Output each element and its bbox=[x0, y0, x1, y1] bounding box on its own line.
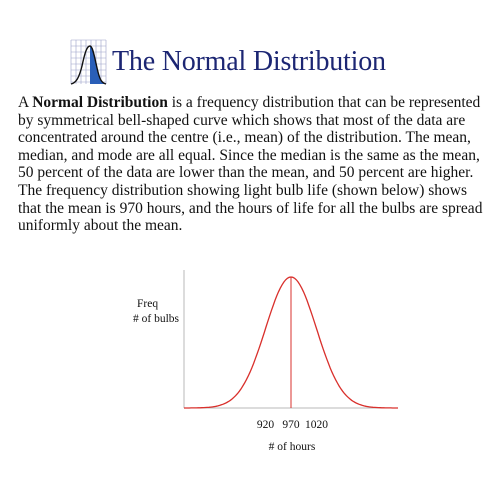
page-title: The Normal Distribution bbox=[112, 46, 386, 77]
definition-paragraph: A Normal Distribution is a frequency dis… bbox=[18, 94, 486, 235]
y-axis-label-line1: Freq bbox=[137, 298, 158, 310]
x-tick-label: 1020 bbox=[305, 419, 328, 431]
y-axis-label-line2: # of bulbs bbox=[133, 313, 180, 325]
paragraph-lead: A bbox=[18, 94, 33, 111]
term-normal-distribution: Normal Distribution bbox=[32, 94, 168, 111]
paragraph-body: is a frequency distribution that can be … bbox=[18, 94, 483, 235]
x-axis-label: # of hours bbox=[269, 441, 316, 453]
title-row: The Normal Distribution bbox=[70, 38, 386, 86]
x-tick-label: 970 bbox=[282, 419, 300, 431]
bell-curve bbox=[184, 276, 398, 409]
x-tick-label: 920 bbox=[257, 419, 275, 431]
normal-curve-grid-icon bbox=[70, 39, 107, 85]
bell-curve-chart: Freq # of bulbs 920 970 1020 # of hours bbox=[133, 270, 398, 453]
